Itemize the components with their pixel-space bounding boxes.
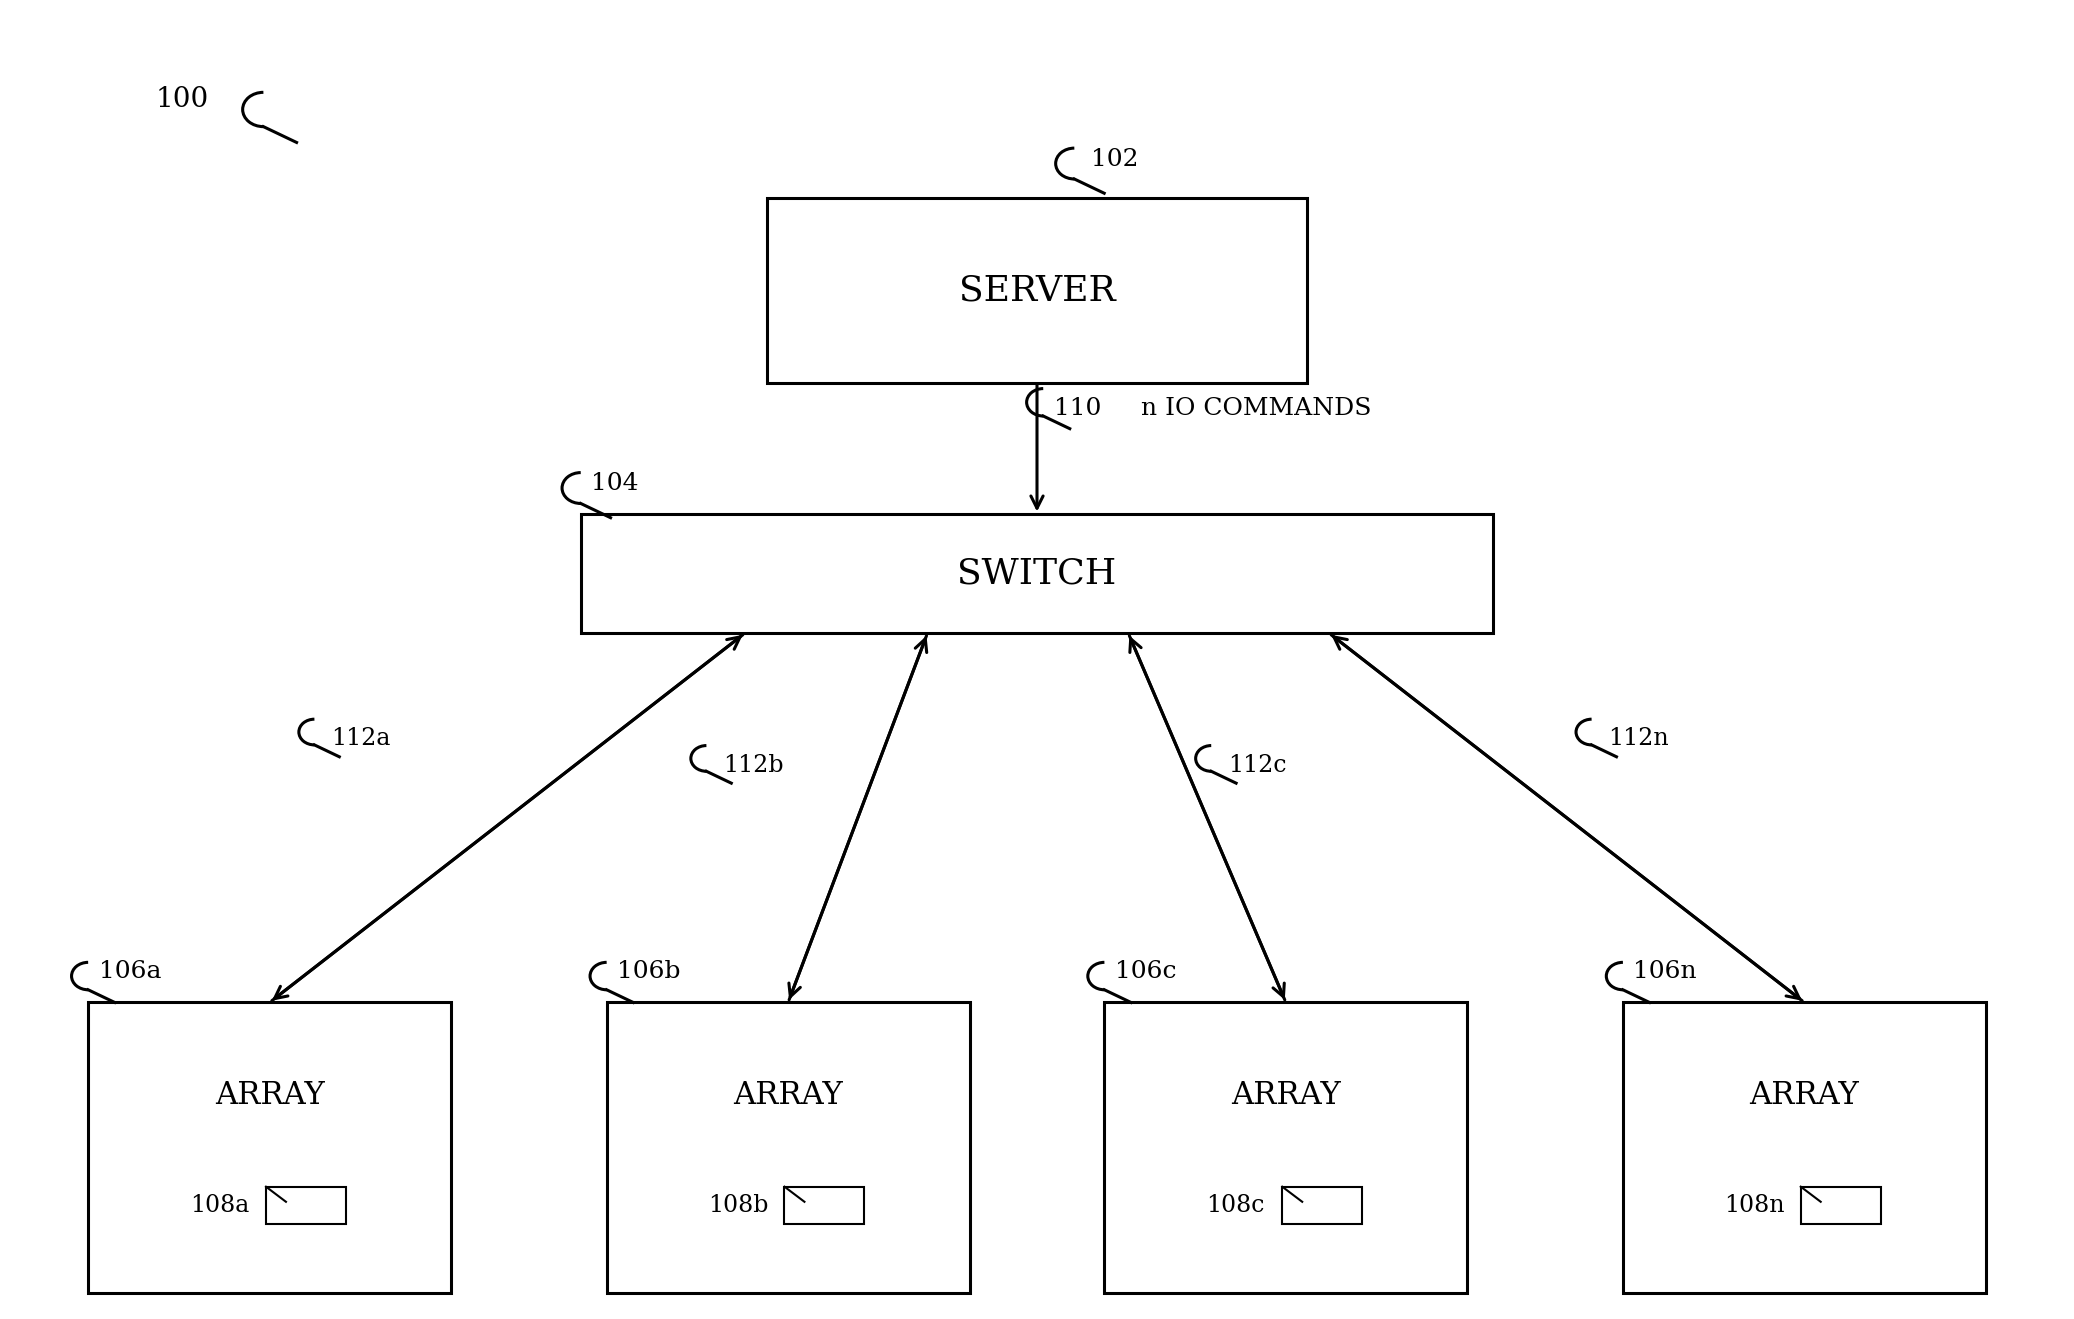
Bar (1282, 1187, 1363, 1224)
Text: 108a: 108a (191, 1194, 249, 1217)
Text: 106c: 106c (1116, 960, 1176, 983)
Bar (1622, 1002, 1987, 1293)
Text: SWITCH: SWITCH (958, 557, 1116, 591)
Bar (89, 1002, 452, 1293)
Text: 108b: 108b (709, 1194, 769, 1217)
Text: 104: 104 (591, 472, 639, 495)
Text: 108c: 108c (1207, 1194, 1265, 1217)
Text: 110: 110 (1054, 397, 1101, 421)
Bar (606, 1002, 971, 1293)
Text: 112a: 112a (332, 727, 390, 751)
Text: ARRAY: ARRAY (216, 1080, 324, 1111)
Text: 108n: 108n (1726, 1194, 1786, 1217)
Bar (1800, 1187, 1881, 1224)
Text: ARRAY: ARRAY (1750, 1080, 1858, 1111)
Text: 112c: 112c (1228, 753, 1286, 777)
Text: ARRAY: ARRAY (1232, 1080, 1340, 1111)
Bar (265, 1187, 346, 1224)
Text: SERVER: SERVER (958, 273, 1116, 307)
Bar (784, 1187, 865, 1224)
Text: n IO COMMANDS: n IO COMMANDS (1141, 397, 1371, 421)
Text: 100: 100 (156, 86, 209, 112)
Bar (581, 514, 1493, 633)
Bar (1103, 1002, 1468, 1293)
Text: 106n: 106n (1634, 960, 1697, 983)
Text: ARRAY: ARRAY (734, 1080, 842, 1111)
Text: 106b: 106b (618, 960, 680, 983)
Text: 112n: 112n (1607, 727, 1670, 751)
Text: 102: 102 (1091, 149, 1139, 171)
Text: 112b: 112b (724, 753, 784, 777)
Bar (767, 198, 1307, 383)
Text: 106a: 106a (100, 960, 162, 983)
